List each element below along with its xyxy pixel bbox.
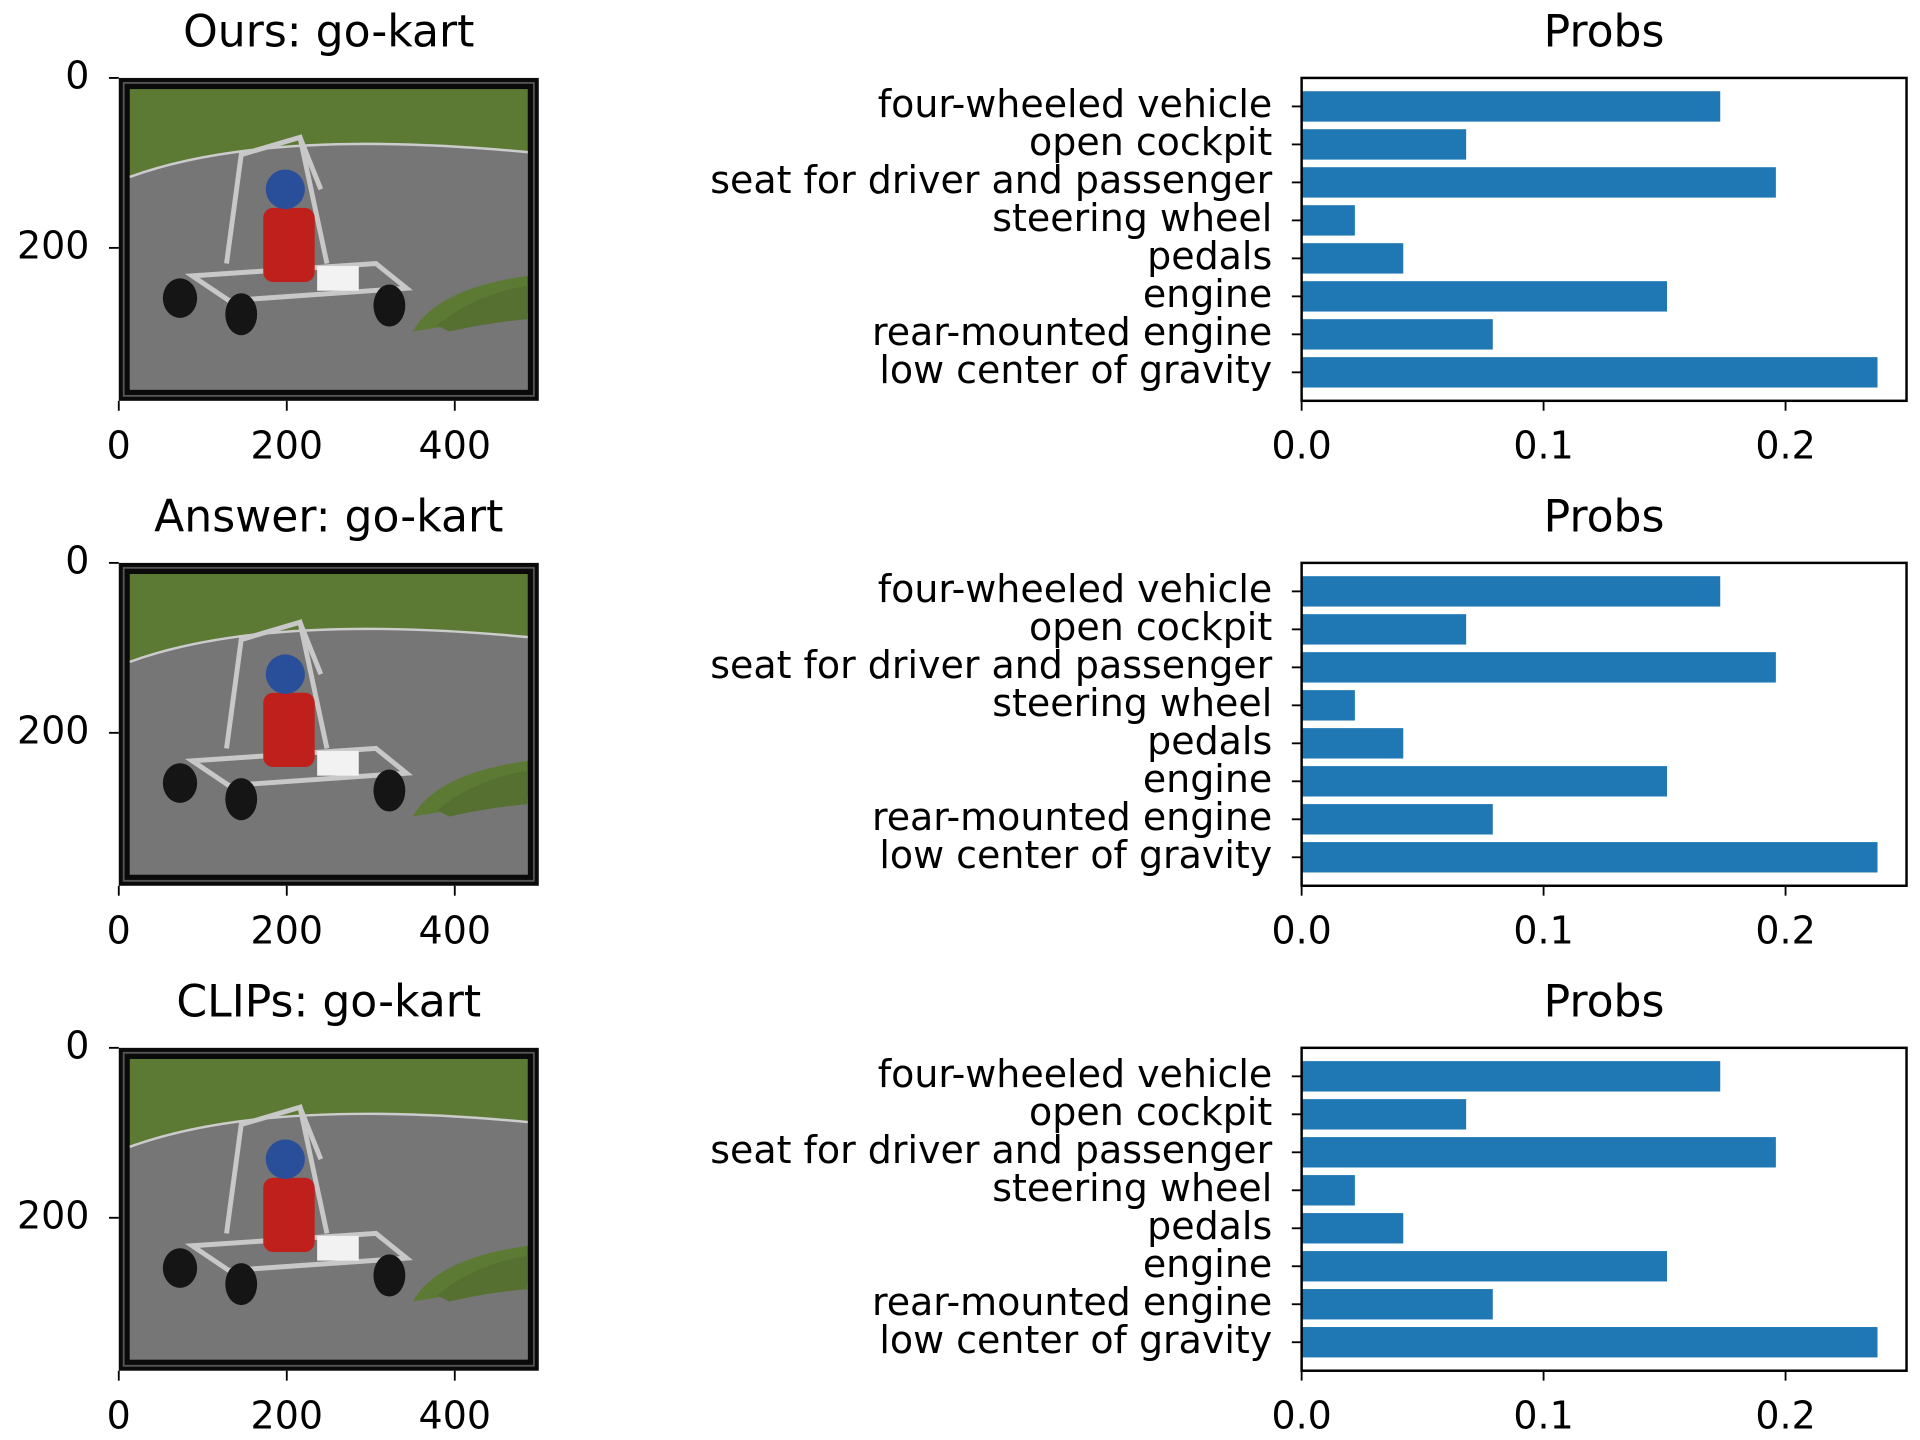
x-tick-label: 200 (251, 1393, 323, 1437)
axes-frame (1300, 561, 1908, 888)
category-label: rear-mounted engine (872, 310, 1272, 354)
bar (1301, 1137, 1776, 1168)
category-label: open cockpit (1029, 1090, 1272, 1134)
bar (1301, 1251, 1667, 1282)
bar (1301, 129, 1467, 160)
category-label: low center of gravity (879, 348, 1272, 392)
x-tick-label: 0.0 (1271, 1393, 1331, 1437)
x-tick-label: 0.1 (1513, 1393, 1573, 1437)
x-tick-label: 0.2 (1755, 908, 1815, 952)
x-tick-label: 200 (251, 423, 323, 467)
bar (1301, 1289, 1493, 1320)
category-label: rear-mounted engine (872, 795, 1272, 839)
y-tick-label: 200 (17, 708, 89, 752)
bar (1301, 357, 1878, 388)
photo (119, 1048, 539, 1371)
panel-title: CLIPs: go-kart (176, 976, 481, 1027)
category-label: rear-mounted engine (872, 1280, 1272, 1324)
category-label: engine (1143, 272, 1272, 316)
x-tick-label: 0.1 (1513, 908, 1573, 952)
x-tick-label: 0.0 (1271, 908, 1331, 952)
y-tick-label: 200 (17, 1193, 89, 1237)
category-label: open cockpit (1029, 120, 1272, 164)
bar (1301, 1061, 1721, 1092)
bar (1301, 728, 1404, 759)
bar (1301, 766, 1667, 797)
bar (1301, 804, 1493, 835)
category-label: steering wheel (992, 1166, 1272, 1210)
bar (1301, 167, 1776, 198)
x-tick-label: 400 (419, 908, 491, 952)
bar (1301, 205, 1355, 236)
y-tick-label: 0 (65, 538, 89, 582)
category-label: four-wheeled vehicle (878, 82, 1272, 126)
category-label: steering wheel (992, 681, 1272, 725)
x-tick-label: 0.1 (1513, 423, 1573, 467)
bar (1301, 1213, 1404, 1244)
x-tick-label: 0.2 (1755, 423, 1815, 467)
category-label: seat for driver and passenger (710, 158, 1272, 202)
category-label: four-wheeled vehicle (878, 1052, 1272, 1096)
x-tick-label: 0 (107, 423, 131, 467)
bar (1301, 576, 1721, 607)
x-tick-label: 0.0 (1271, 423, 1331, 467)
panel-title: Answer: go-kart (154, 491, 503, 542)
bar (1301, 690, 1355, 721)
bar (1301, 91, 1721, 122)
y-tick-label: 200 (17, 223, 89, 267)
bar (1301, 652, 1776, 683)
bar (1301, 1327, 1878, 1358)
axes-frame (1300, 76, 1908, 403)
photo (119, 563, 539, 886)
category-label: pedals (1147, 234, 1272, 278)
category-label: steering wheel (992, 196, 1272, 240)
bar (1301, 1175, 1355, 1206)
bar (1301, 1099, 1467, 1130)
category-label: seat for driver and passenger (710, 643, 1272, 687)
x-tick-label: 0.2 (1755, 1393, 1815, 1437)
category-label: low center of gravity (879, 1318, 1272, 1362)
panel-title: Probs (1544, 976, 1665, 1027)
category-label: engine (1143, 1242, 1272, 1286)
category-label: open cockpit (1029, 605, 1272, 649)
bar (1301, 243, 1404, 274)
photo (119, 78, 539, 401)
category-label: seat for driver and passenger (710, 1128, 1272, 1172)
bar (1301, 319, 1493, 350)
category-label: engine (1143, 757, 1272, 801)
bar (1301, 614, 1467, 645)
bar (1301, 281, 1667, 312)
panel-title: Probs (1544, 6, 1665, 57)
x-tick-label: 200 (251, 908, 323, 952)
category-label: four-wheeled vehicle (878, 567, 1272, 611)
panel-title: Probs (1544, 491, 1665, 542)
category-label: pedals (1147, 719, 1272, 763)
category-label: low center of gravity (879, 833, 1272, 877)
panel-title: Ours: go-kart (183, 6, 474, 57)
x-tick-label: 400 (419, 1393, 491, 1437)
x-tick-label: 0 (107, 908, 131, 952)
x-tick-label: 400 (419, 423, 491, 467)
bar (1301, 842, 1878, 873)
y-tick-label: 0 (65, 53, 89, 97)
category-label: pedals (1147, 1204, 1272, 1248)
x-tick-label: 0 (107, 1393, 131, 1437)
y-tick-label: 0 (65, 1023, 89, 1067)
axes-frame (1300, 1046, 1908, 1372)
